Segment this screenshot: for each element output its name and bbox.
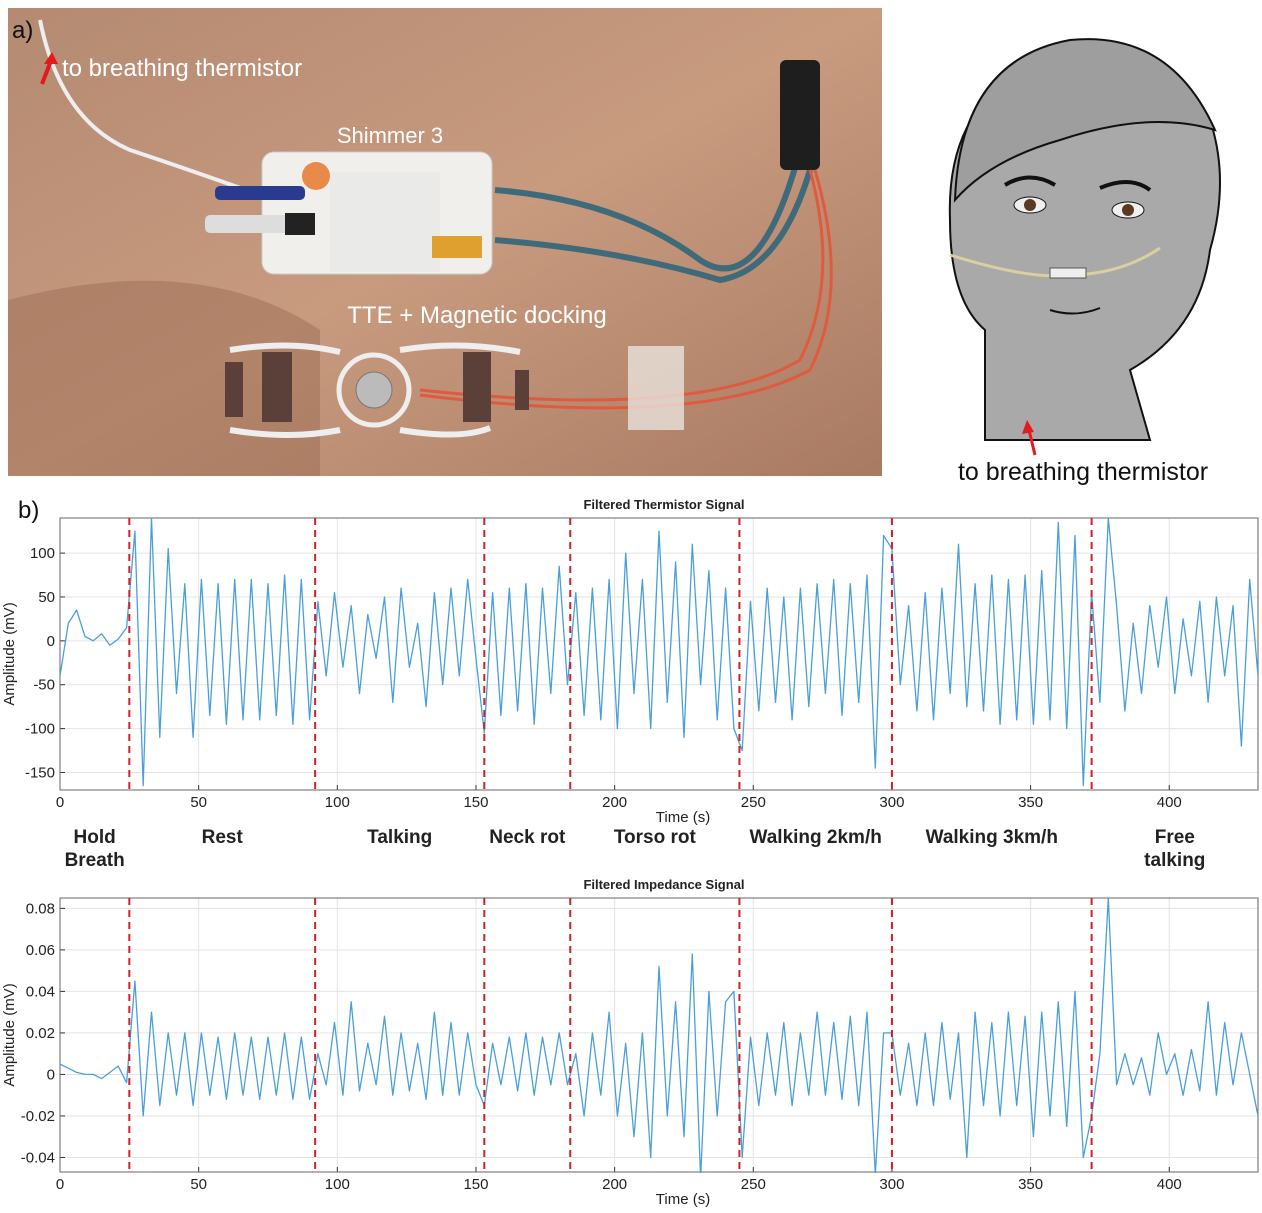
phase-label: Rest — [202, 826, 243, 849]
y-tick-label: 0 — [47, 1066, 55, 1083]
x-tick-label: 300 — [879, 1176, 904, 1193]
y-tick-label: 100 — [30, 545, 55, 562]
x-tick-label: 150 — [463, 1176, 488, 1193]
x-tick-label: 0 — [56, 1176, 64, 1193]
y-tick-label: -100 — [25, 721, 55, 738]
x-tick-label: 350 — [1018, 1176, 1043, 1193]
annotation: to breathing thermistor — [62, 55, 302, 82]
phase-label: Talking — [367, 826, 432, 849]
panel-label: a) — [12, 17, 33, 44]
x-tick-label: 100 — [325, 1176, 350, 1193]
figure-svg: a) to breathing thermistor Shimmer 3 TTE… — [0, 0, 1262, 1213]
y-tick-label: -150 — [25, 764, 55, 781]
x-axis-label: Time (s) — [656, 1191, 710, 1208]
y-tick-label: -0.02 — [21, 1108, 55, 1125]
annotation: to breathing thermistor — [958, 458, 1208, 486]
panel-label: b) — [18, 497, 39, 524]
annotation: Shimmer 3 — [337, 123, 443, 148]
y-tick-label: 0.02 — [26, 1025, 55, 1042]
x-tick-label: 250 — [741, 794, 766, 811]
x-tick-label: 50 — [190, 794, 207, 811]
y-tick-label: -50 — [33, 677, 55, 694]
y-tick-label: 50 — [38, 589, 55, 606]
x-tick-label: 250 — [741, 1176, 766, 1193]
y-tick-label: 0.08 — [26, 900, 55, 917]
chart-title: Filtered Thermistor Signal — [583, 497, 744, 512]
face-drawing — [950, 39, 1220, 455]
annotation: TTE + Magnetic docking — [347, 302, 606, 329]
y-axis-label: Amplitude (mV) — [1, 983, 18, 1086]
plot-area — [60, 898, 1258, 1172]
phase-label: Neck rot — [489, 826, 565, 849]
phase-label: Walking 2km/h — [750, 826, 882, 849]
x-tick-label: 150 — [463, 794, 488, 811]
phase-label: Torso rot — [614, 826, 696, 849]
y-tick-label: -0.04 — [21, 1149, 55, 1166]
phase-label: Walking 3km/h — [926, 826, 1058, 849]
y-tick-label: 0.06 — [26, 942, 55, 959]
x-tick-label: 200 — [602, 1176, 627, 1193]
x-tick-label: 400 — [1157, 1176, 1182, 1193]
x-tick-label: 400 — [1157, 794, 1182, 811]
x-axis-label: Time (s) — [656, 809, 710, 826]
figure: a) to breathing thermistor Shimmer 3 TTE… — [0, 0, 1262, 1213]
x-tick-label: 200 — [602, 794, 627, 811]
phase-label: Hold Breath — [65, 826, 125, 872]
x-tick-label: 300 — [879, 794, 904, 811]
chart-title: Filtered Impedance Signal — [583, 877, 744, 892]
y-axis-label: Amplitude (mV) — [1, 602, 18, 705]
x-tick-label: 100 — [325, 794, 350, 811]
phase-label: Free talking — [1131, 826, 1218, 872]
y-tick-label: 0.04 — [26, 983, 55, 1000]
y-tick-label: 0 — [47, 633, 55, 650]
x-tick-label: 0 — [56, 794, 64, 811]
x-tick-label: 50 — [190, 1176, 207, 1193]
x-tick-label: 350 — [1018, 794, 1043, 811]
